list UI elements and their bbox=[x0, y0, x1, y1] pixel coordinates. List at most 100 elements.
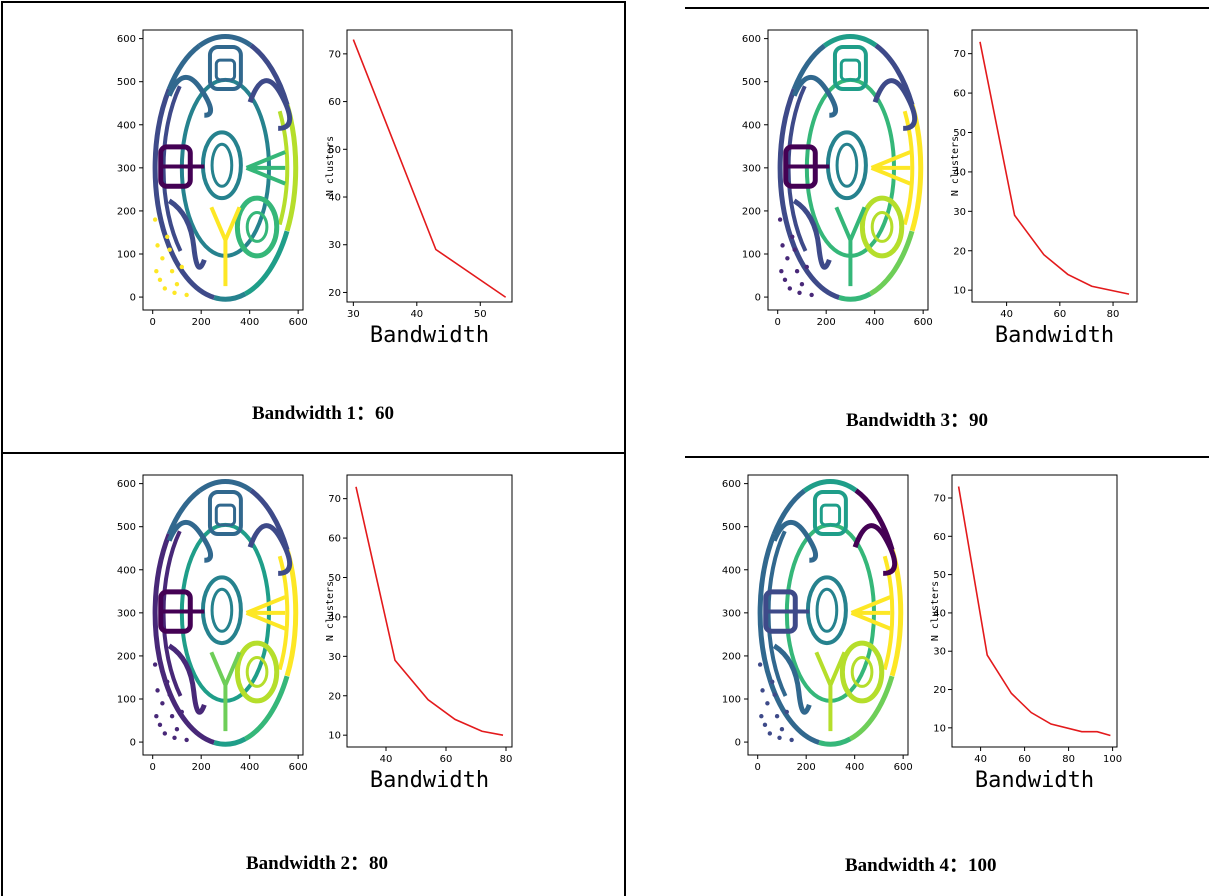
scatter-y-tick-label: 500 bbox=[117, 77, 136, 88]
panel-bandwidth-4: 0 200 400 600 0 100 200 300 400 500 600 40 60 80 100 10… bbox=[700, 470, 1130, 810]
noise-point bbox=[794, 269, 800, 274]
cluster-top-block bbox=[812, 489, 848, 537]
scatter-y-tick-label: 400 bbox=[742, 120, 761, 131]
cluster-upper-left bbox=[166, 520, 213, 563]
cluster-right-fan bbox=[870, 150, 911, 186]
cluster-right-fan bbox=[245, 150, 286, 186]
line-chart-frame bbox=[346, 474, 513, 748]
cluster-pattern bbox=[757, 479, 904, 747]
cluster-lower-right-inner bbox=[850, 656, 874, 688]
noise-point bbox=[160, 701, 165, 706]
cluster-center-bottom bbox=[834, 206, 867, 287]
cluster-center-bottom bbox=[814, 651, 847, 732]
cluster-top-inner bbox=[839, 58, 862, 82]
noise-point bbox=[162, 731, 168, 736]
noise-point bbox=[759, 714, 764, 719]
scatter-y-tick-label: 300 bbox=[742, 163, 761, 174]
line-y-tick-label: 40 bbox=[328, 193, 341, 204]
scatter-y-tick-label: 0 bbox=[755, 293, 761, 304]
table-border-left bbox=[1, 1, 3, 896]
noise-point bbox=[157, 277, 163, 283]
noise-point bbox=[157, 722, 163, 728]
scatter-x-tick-label: 600 bbox=[894, 762, 913, 773]
cluster-lower-right bbox=[839, 640, 885, 704]
scatter-x-tick-label: 600 bbox=[289, 762, 308, 773]
cluster-arc bbox=[786, 85, 808, 252]
noise-point bbox=[780, 243, 785, 248]
noise-point bbox=[804, 264, 809, 270]
line-y-tick-label: 70 bbox=[953, 49, 966, 60]
cluster-lower-left bbox=[792, 198, 832, 270]
cluster-center-bottom bbox=[209, 206, 242, 287]
noise-point bbox=[152, 217, 158, 222]
scatter-x-tick-label: 400 bbox=[845, 762, 864, 773]
scatter-y-tick-label: 200 bbox=[742, 206, 761, 217]
line-y-tick-label: 70 bbox=[933, 493, 946, 504]
noise-point bbox=[760, 688, 765, 693]
noise-point bbox=[770, 679, 775, 684]
cluster-center-inner bbox=[835, 142, 859, 188]
cluster-arc bbox=[822, 34, 878, 48]
scatter-y-tick-label: 0 bbox=[735, 738, 741, 749]
scatter-x-tick-label: 600 bbox=[914, 317, 933, 328]
noise-point bbox=[779, 726, 785, 732]
line-y-tick-label: 20 bbox=[328, 691, 341, 702]
scatter-y-tick-label: 300 bbox=[117, 608, 136, 619]
cluster-lower-left bbox=[167, 643, 207, 715]
noise-point bbox=[169, 269, 175, 274]
noise-point bbox=[765, 701, 770, 706]
cluster-arc bbox=[802, 479, 858, 493]
cluster-arc bbox=[197, 34, 253, 48]
cluster-upper-right bbox=[872, 78, 918, 131]
line-x-tick-label: 100 bbox=[1103, 754, 1122, 765]
cluster-lower-right-inner bbox=[870, 211, 894, 243]
noise-point bbox=[777, 735, 782, 740]
line-y-tick-label: 30 bbox=[328, 652, 341, 663]
cluster-arc bbox=[166, 488, 201, 536]
cluster-arc bbox=[838, 291, 872, 302]
noise-point bbox=[777, 217, 783, 222]
cluster-center bbox=[200, 130, 243, 201]
cluster-arc bbox=[757, 533, 777, 684]
line-y-tick-label: 10 bbox=[933, 723, 946, 734]
y-axis-label: N clusters bbox=[325, 581, 336, 641]
scatter-x-tick-label: 200 bbox=[192, 762, 211, 773]
scatter-y-tick-label: 500 bbox=[722, 522, 741, 533]
line-x-tick-label: 80 bbox=[500, 754, 513, 765]
noise-point bbox=[167, 692, 172, 697]
cluster-lower-left bbox=[772, 643, 812, 715]
scatter-frame bbox=[142, 29, 304, 311]
cluster-arc bbox=[818, 736, 852, 747]
line-y-tick-label: 50 bbox=[953, 128, 966, 139]
table-border-top bbox=[1, 1, 626, 3]
scatter-y-tick-label: 0 bbox=[130, 738, 136, 749]
line-chart-frame bbox=[971, 29, 1138, 303]
noise-point bbox=[152, 662, 158, 667]
scatter-y-tick-label: 200 bbox=[722, 651, 741, 662]
line-y-tick-label: 30 bbox=[328, 240, 341, 251]
line-y-tick-label: 20 bbox=[328, 288, 341, 299]
scatter-x-tick-label: 200 bbox=[192, 317, 211, 328]
cluster-pattern bbox=[152, 34, 299, 302]
line-y-tick-label: 60 bbox=[328, 534, 341, 545]
cluster-arc bbox=[902, 110, 915, 226]
x-axis-label: Bandwidth bbox=[370, 323, 489, 348]
noise-point bbox=[155, 688, 160, 693]
cluster-arc bbox=[197, 479, 253, 493]
cluster-pattern bbox=[777, 34, 924, 302]
table-border-middle bbox=[624, 1, 626, 896]
scatter-y-tick-label: 400 bbox=[117, 565, 136, 576]
scatter-y-tick-label: 300 bbox=[722, 608, 741, 619]
cluster-arc bbox=[152, 88, 172, 239]
scatter-y-tick-label: 100 bbox=[117, 695, 136, 706]
cluster-center-bottom bbox=[209, 651, 242, 732]
y-axis-label: N clusters bbox=[950, 136, 961, 196]
line-x-tick-label: 30 bbox=[347, 309, 360, 320]
cluster-top-inner bbox=[819, 503, 842, 527]
cluster-arc bbox=[277, 555, 290, 671]
x-axis-label: Bandwidth bbox=[995, 323, 1114, 348]
line-x-tick-label: 40 bbox=[974, 754, 987, 765]
noise-point bbox=[154, 269, 159, 274]
cluster-arc bbox=[771, 488, 806, 536]
